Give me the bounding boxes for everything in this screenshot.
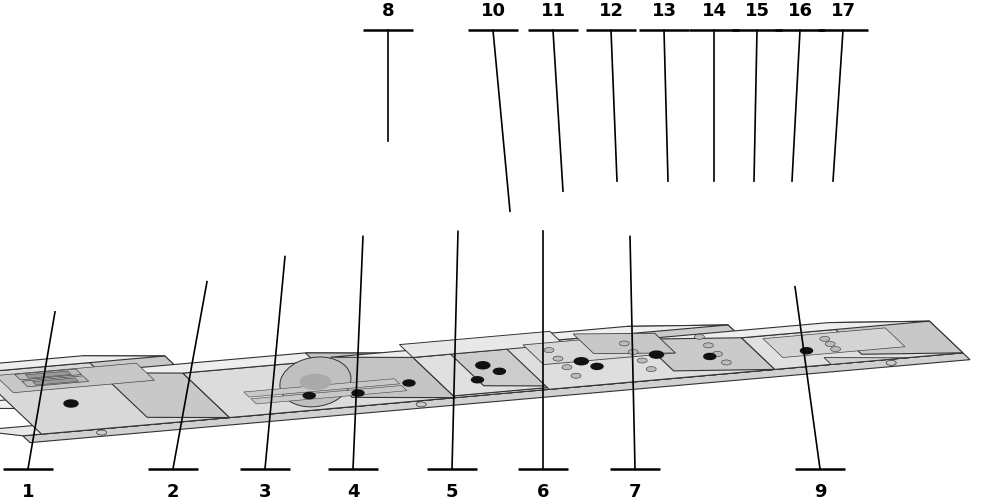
Text: 14: 14 [702,2,726,20]
Polygon shape [828,321,963,354]
Polygon shape [627,325,775,371]
Polygon shape [33,378,78,385]
Text: 15: 15 [744,2,770,20]
Circle shape [619,341,629,346]
Circle shape [553,356,563,361]
Circle shape [303,392,315,398]
Text: 9: 9 [814,483,826,501]
Circle shape [820,337,830,342]
Circle shape [493,368,505,374]
Polygon shape [80,353,408,373]
Circle shape [721,360,731,365]
Polygon shape [22,376,89,387]
Circle shape [704,354,716,360]
Polygon shape [640,321,930,339]
Polygon shape [46,334,916,432]
Polygon shape [305,353,455,397]
Circle shape [352,390,364,396]
Polygon shape [33,354,882,427]
Circle shape [97,430,107,435]
Text: 7: 7 [629,483,641,501]
Polygon shape [0,353,963,436]
Polygon shape [183,353,455,417]
Text: 3: 3 [259,483,271,501]
Ellipse shape [280,357,351,407]
Circle shape [64,400,78,407]
Text: 6: 6 [537,483,549,501]
Circle shape [650,351,664,358]
Polygon shape [25,371,71,378]
Circle shape [571,373,581,378]
Circle shape [544,348,554,353]
Polygon shape [32,353,880,425]
Circle shape [800,348,812,354]
Polygon shape [23,353,970,443]
Polygon shape [523,333,675,365]
Text: 2: 2 [167,483,179,501]
Text: 10: 10 [480,2,506,20]
Polygon shape [399,331,563,358]
Text: 16: 16 [788,2,812,20]
Polygon shape [413,348,566,396]
Text: 13: 13 [652,2,676,20]
Polygon shape [0,356,165,373]
Circle shape [591,363,603,369]
Circle shape [831,347,841,352]
Polygon shape [0,356,230,434]
Circle shape [694,334,704,340]
Circle shape [416,402,426,407]
Polygon shape [251,386,407,404]
Polygon shape [763,328,905,358]
Circle shape [646,367,656,372]
Circle shape [703,343,713,348]
Polygon shape [0,363,154,393]
Circle shape [886,360,896,365]
Text: 1: 1 [22,483,34,501]
Circle shape [825,342,835,347]
Polygon shape [401,325,728,346]
Text: 5: 5 [446,483,458,501]
Circle shape [472,377,484,383]
Text: 11: 11 [540,2,566,20]
Text: 17: 17 [830,2,856,20]
Text: 12: 12 [598,2,624,20]
Polygon shape [330,347,526,358]
Polygon shape [502,325,775,389]
Circle shape [562,365,572,370]
Circle shape [574,358,588,365]
Polygon shape [742,321,963,369]
Polygon shape [573,333,675,354]
Polygon shape [0,333,892,408]
Polygon shape [15,369,82,380]
Circle shape [403,380,415,386]
Circle shape [712,352,722,357]
Polygon shape [443,347,566,386]
Polygon shape [824,358,906,364]
Polygon shape [244,379,400,397]
Circle shape [637,358,647,363]
Polygon shape [82,356,230,417]
Circle shape [476,362,490,369]
Circle shape [300,374,330,389]
Text: 4: 4 [347,483,359,501]
Text: 8: 8 [382,2,394,20]
Circle shape [628,350,638,355]
